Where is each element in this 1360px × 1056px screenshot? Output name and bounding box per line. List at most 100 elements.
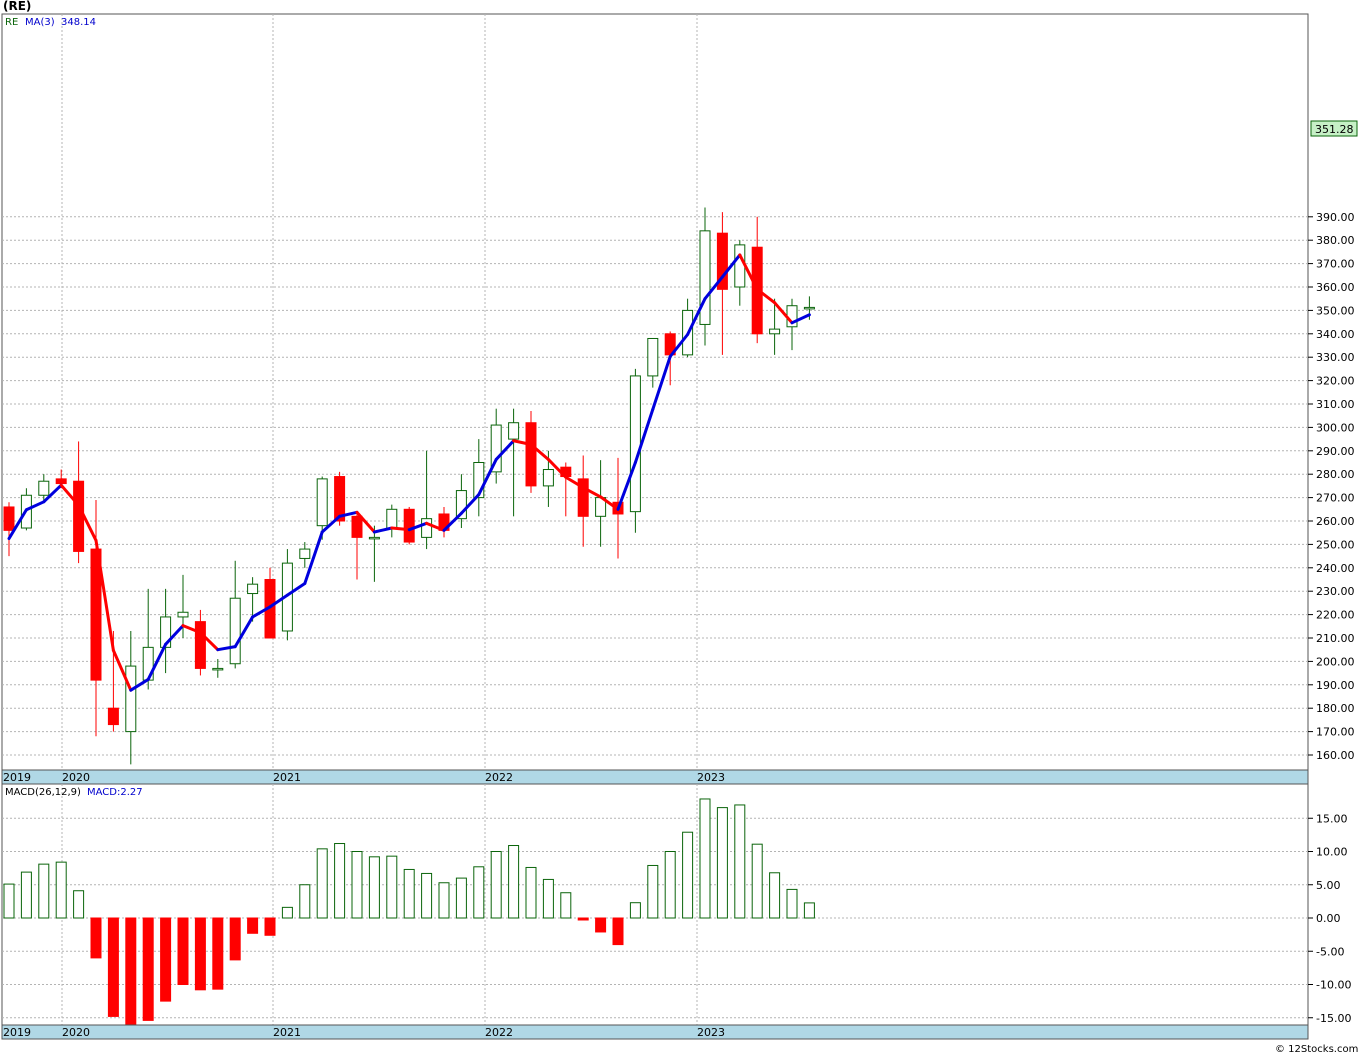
moving-average-segment: [7, 508, 28, 541]
candle: [125, 630, 137, 765]
candle-body: [38, 480, 50, 496]
candle-body: [316, 478, 328, 527]
moving-average-segment: [198, 631, 220, 652]
macd-bar: [647, 864, 659, 919]
candle: [647, 337, 659, 388]
price-date-band: [1, 769, 1309, 785]
moving-average-segment: [529, 442, 550, 461]
moving-average-segment: [59, 483, 81, 507]
macd-bar: [3, 883, 15, 919]
price-tick-label: 300.00: [1316, 421, 1355, 434]
macd-bar: [803, 902, 815, 919]
candle-body: [351, 515, 363, 538]
macd-tick-label: 5.00: [1316, 879, 1341, 892]
candle-body: [386, 508, 398, 529]
moving-average-segment: [773, 301, 794, 325]
macd-bar: [751, 843, 763, 919]
macd-tick-label: 0.00: [1316, 912, 1341, 925]
candle: [299, 542, 311, 568]
macd-bar: [264, 917, 276, 936]
moving-average-segment: [720, 253, 742, 279]
macd-bar: [73, 890, 85, 919]
moving-average-segment: [94, 538, 115, 652]
candle-body: [403, 508, 415, 543]
price-tick-label: 170.00: [1316, 726, 1355, 739]
macd-bar: [334, 843, 346, 919]
candle: [212, 659, 224, 678]
price-tick-label: 190.00: [1316, 679, 1355, 692]
moving-average-segment: [477, 457, 498, 497]
macd-x-tick-label: 2019: [3, 1026, 31, 1039]
macd-bar: [508, 845, 520, 919]
moving-average-segment: [546, 457, 568, 479]
moving-average-segment: [181, 624, 202, 635]
price-tick-label: 310.00: [1316, 398, 1355, 411]
moving-average-segment: [251, 605, 272, 619]
moving-average-segment: [581, 486, 603, 499]
macd-bar: [229, 917, 241, 961]
candle: [455, 474, 467, 529]
moving-average-segment: [233, 615, 255, 649]
candle-body: [194, 621, 206, 669]
macd-bar: [107, 917, 119, 1017]
moving-average-segment: [616, 461, 637, 511]
macd-bar: [55, 861, 67, 919]
price-tick-label: 240.00: [1316, 562, 1355, 575]
macd-tick-label: -15.00: [1316, 1012, 1351, 1025]
moving-average-segment: [24, 500, 46, 512]
moving-average-segment: [564, 475, 585, 490]
moving-average-segment: [494, 439, 516, 461]
macd-bar: [786, 888, 798, 919]
macd-x-tick-label: 2023: [697, 1026, 725, 1039]
candle-body: [334, 476, 346, 522]
price-tick-label: 340.00: [1316, 328, 1355, 341]
moving-average-segment: [338, 510, 359, 518]
candle: [194, 609, 206, 676]
legend-ma-value: 348.14: [61, 17, 96, 28]
candle-body: [803, 306, 815, 310]
moving-average-segment: [442, 511, 463, 532]
candle-body: [421, 518, 433, 538]
candle-body: [73, 480, 85, 552]
price-tick-label: 290.00: [1316, 445, 1355, 458]
macd-bar: [699, 798, 711, 919]
macd-bar: [525, 866, 537, 919]
price-tick-label: 270.00: [1316, 492, 1355, 505]
price-x-axis: 2019 2020 2021 2022 2023: [3, 771, 725, 784]
candle: [3, 502, 15, 557]
candle: [473, 439, 485, 517]
moving-average-segment: [407, 521, 429, 532]
footer-credit: © 12Stocks.com: [1275, 1044, 1358, 1055]
candle-body: [125, 665, 137, 733]
candle: [421, 450, 433, 550]
candle: [699, 207, 711, 346]
moving-average-segment: [703, 275, 724, 301]
candlestick-series: [3, 207, 815, 765]
macd-x-axis: 2019 2020 2021 2022 2023: [3, 1026, 725, 1039]
candle-body: [769, 328, 781, 335]
macd-bar: [316, 848, 328, 919]
macd-bar: [734, 804, 746, 919]
moving-average-segment: [285, 581, 307, 597]
price-tick-label: 160.00: [1316, 749, 1355, 762]
macd-bar: [281, 906, 293, 919]
macd-bar: [629, 902, 641, 919]
moving-average-segment: [633, 407, 655, 464]
price-x-tick-label: 2021: [273, 771, 301, 784]
candle-body: [212, 667, 224, 671]
macd-bar: [194, 917, 206, 991]
candle-body: [716, 232, 728, 290]
macd-bar: [212, 917, 224, 990]
price-tick-label: 180.00: [1316, 702, 1355, 715]
moving-average-segment: [390, 526, 411, 532]
price-grid: [2, 14, 1308, 770]
candle-body: [525, 422, 537, 487]
macd-bar: [455, 877, 467, 919]
moving-average-segment: [425, 521, 446, 532]
last-price-tag: 351.28: [1310, 120, 1358, 137]
candle: [525, 411, 537, 493]
symbol-title: (RE): [3, 0, 31, 13]
macd-bar: [351, 851, 363, 919]
moving-average-segment: [42, 483, 63, 504]
macd-bar: [612, 917, 624, 946]
